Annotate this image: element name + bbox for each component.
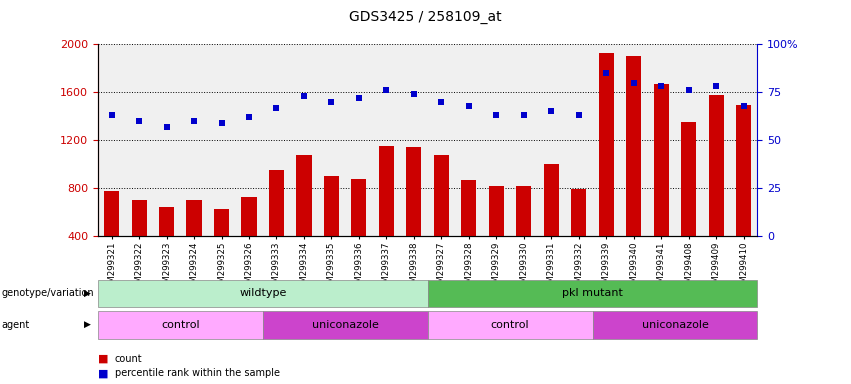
Point (710, 83, 723, 89)
Point (654, 83, 668, 89)
Point (270, 104, 283, 111)
Bar (104, 190, 119, 236)
Bar (214, 209, 229, 236)
Bar (736, 105, 751, 236)
Text: ▶: ▶ (84, 289, 91, 298)
Bar (296, 154, 311, 236)
Point (545, 108, 558, 114)
Point (435, 99, 448, 105)
Text: control: control (491, 320, 529, 330)
Bar (709, 94, 723, 236)
Point (599, 70, 613, 76)
Bar (681, 122, 696, 236)
Point (324, 99, 338, 105)
Point (214, 120, 228, 126)
Bar (488, 186, 504, 236)
Point (572, 112, 585, 118)
Text: percentile rank within the sample: percentile rank within the sample (115, 368, 280, 378)
Text: uniconazole: uniconazole (311, 320, 379, 330)
Point (297, 93, 311, 99)
Point (682, 87, 695, 93)
Bar (461, 180, 477, 236)
Point (489, 112, 503, 118)
Point (243, 114, 256, 120)
Bar (269, 170, 284, 236)
Bar (159, 207, 174, 236)
Bar (654, 84, 669, 236)
Bar (544, 164, 559, 236)
Point (627, 79, 641, 86)
Text: ▶: ▶ (84, 320, 91, 329)
Point (105, 112, 118, 118)
Point (380, 87, 393, 93)
Text: count: count (115, 354, 142, 364)
Point (462, 103, 476, 109)
Bar (324, 176, 339, 236)
Point (352, 95, 366, 101)
Text: wildtype: wildtype (239, 288, 287, 298)
Point (160, 124, 174, 130)
Point (407, 91, 420, 97)
Point (132, 118, 146, 124)
Text: ■: ■ (98, 354, 108, 364)
Point (737, 103, 751, 109)
Text: agent: agent (2, 320, 30, 330)
Bar (351, 179, 367, 236)
Bar (599, 53, 614, 236)
Bar (517, 186, 531, 236)
Bar (571, 189, 586, 236)
Bar (434, 154, 449, 236)
Text: ■: ■ (98, 368, 108, 378)
Bar (406, 147, 421, 236)
Point (517, 112, 531, 118)
Text: genotype/variation: genotype/variation (2, 288, 94, 298)
Bar (186, 200, 202, 236)
Text: uniconazole: uniconazole (642, 320, 708, 330)
Bar (626, 56, 642, 236)
Point (187, 118, 201, 124)
Bar (379, 146, 394, 236)
Text: GDS3425 / 258109_at: GDS3425 / 258109_at (349, 10, 502, 23)
Bar (132, 200, 146, 236)
Text: pkl mutant: pkl mutant (562, 288, 623, 298)
Text: control: control (161, 320, 200, 330)
Bar (242, 197, 256, 236)
